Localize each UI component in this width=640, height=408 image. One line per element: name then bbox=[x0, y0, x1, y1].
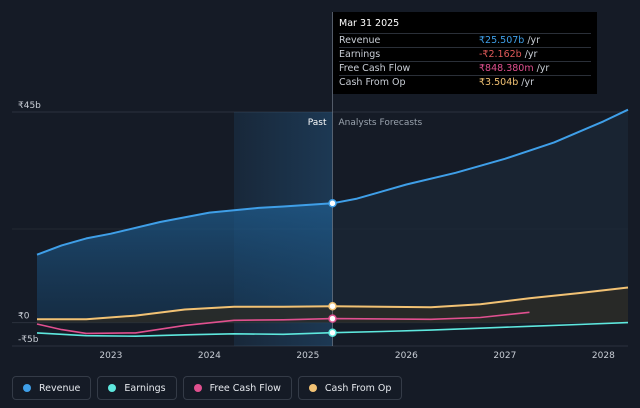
legend-dot-icon bbox=[23, 384, 31, 392]
legend-item-free-cash-flow[interactable]: Free Cash Flow bbox=[182, 376, 292, 400]
forecast-label: Analysts Forecasts bbox=[339, 118, 423, 128]
legend-item-cash-from-op[interactable]: Cash From Op bbox=[297, 376, 403, 400]
cash-from-op-area bbox=[37, 287, 628, 323]
x-tick-label: 2027 bbox=[493, 351, 516, 361]
legend-dot-icon bbox=[108, 384, 117, 392]
x-tick-label: 2028 bbox=[592, 351, 615, 361]
legend-label: Earnings bbox=[124, 382, 166, 394]
x-tick-label: 2023 bbox=[99, 351, 122, 361]
tooltip-value: ₹3.504b bbox=[479, 77, 519, 88]
legend-label: Free Cash Flow bbox=[209, 382, 281, 394]
tooltip-row-free-cash-flow: Free Cash Flow ₹848.380m /yr bbox=[339, 61, 591, 75]
revenue-area bbox=[37, 203, 333, 323]
tooltip-label: Cash From Op bbox=[339, 77, 406, 88]
x-tick-label: 2026 bbox=[395, 351, 418, 361]
legend-label: Revenue bbox=[39, 382, 81, 394]
tooltip-row-revenue: Revenue ₹25.507b /yr bbox=[339, 33, 591, 47]
y-tick-label: ₹45b bbox=[18, 101, 41, 111]
x-tick-label: 2024 bbox=[198, 351, 221, 361]
legend-item-revenue[interactable]: Revenue bbox=[12, 376, 92, 400]
cash-from-op-marker bbox=[328, 301, 337, 311]
tooltip-value: ₹848.380m bbox=[479, 63, 534, 74]
chart-area: ₹45b ₹0 -₹5b 2023 2024 2025 2026 2027 2028 Past An… bbox=[12, 12, 629, 361]
tooltip-row-earnings: Earnings -₹2.162b /yr bbox=[339, 47, 591, 61]
tooltip-label: Revenue bbox=[339, 35, 381, 46]
y-tick-label: ₹0 bbox=[18, 312, 30, 322]
revenue-line bbox=[36, 108, 629, 256]
legend: Revenue Earnings Free Cash Flow Cash Fro… bbox=[12, 376, 403, 400]
tooltip-unit: /yr bbox=[536, 63, 550, 74]
revenue-forecast-area bbox=[332, 109, 628, 323]
tooltip-value: ₹25.507b bbox=[479, 35, 525, 46]
tooltip-date: Mar 31 2025 bbox=[339, 18, 400, 29]
tooltip-label: Free Cash Flow bbox=[339, 63, 411, 74]
y-tick-label: -₹5b bbox=[18, 335, 39, 345]
tooltip-value: -₹2.162b bbox=[479, 49, 522, 60]
free-cash-flow-line bbox=[36, 311, 530, 335]
legend-dot-icon bbox=[193, 384, 202, 392]
free-cash-flow-marker bbox=[328, 314, 337, 323]
tooltip-label: Earnings bbox=[339, 49, 381, 60]
legend-dot-icon bbox=[308, 384, 317, 392]
past-label: Past bbox=[308, 118, 327, 128]
earnings-marker bbox=[328, 328, 337, 337]
x-tick-label: 2025 bbox=[296, 351, 319, 361]
tooltip-row-cash-from-op: Cash From Op ₹3.504b /yr bbox=[339, 75, 591, 89]
legend-item-earnings[interactable]: Earnings bbox=[97, 376, 177, 400]
tooltip-unit: /yr bbox=[521, 77, 535, 88]
forecast-chart: ₹45b ₹0 -₹5b 2023 2024 2025 2026 2027 2028 Past An… bbox=[12, 12, 629, 361]
tooltip: Mar 31 2025 Revenue ₹25.507b /yr Earning… bbox=[333, 12, 597, 94]
revenue-marker bbox=[328, 199, 337, 208]
legend-label: Cash From Op bbox=[324, 382, 392, 394]
tooltip-unit: /yr bbox=[524, 49, 538, 60]
tooltip-unit: /yr bbox=[527, 35, 541, 46]
